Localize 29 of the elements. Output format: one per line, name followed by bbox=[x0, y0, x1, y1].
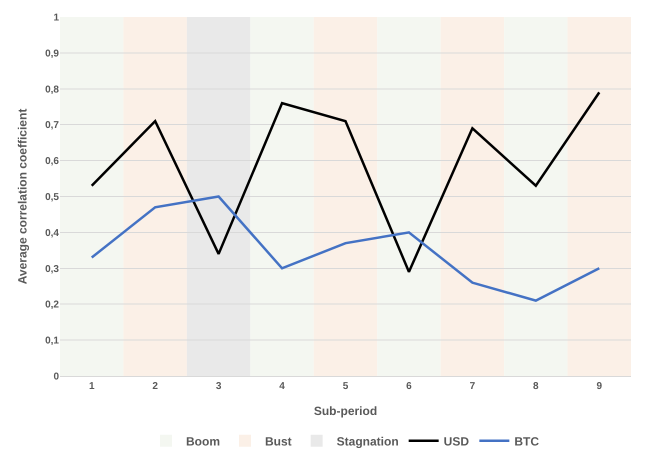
line-series bbox=[90, 91, 601, 274]
y-tick-label: 0,1 bbox=[45, 336, 60, 347]
y-tick-label: 0,7 bbox=[45, 120, 60, 132]
x-tick-label: 9 bbox=[596, 381, 602, 392]
x-tick-label: 1 bbox=[88, 381, 95, 392]
x-tick-label: 4 bbox=[279, 381, 286, 392]
legend-label: Boom bbox=[186, 434, 220, 448]
y-tick-label: 0,2 bbox=[45, 300, 60, 311]
legend-label: USD bbox=[444, 434, 470, 448]
y-tick-label: 0,4 bbox=[45, 228, 60, 239]
y-axis-title: Average correlation coefficient bbox=[15, 108, 30, 284]
y-tick-label: 0,3 bbox=[45, 264, 60, 275]
y-tick-label: 0,8 bbox=[45, 84, 60, 96]
x-tick-label: 6 bbox=[406, 381, 412, 392]
y-tick-label: 0,9 bbox=[45, 48, 60, 60]
legend-label: Stagnation bbox=[336, 434, 399, 448]
x-tick-label: 8 bbox=[533, 381, 540, 392]
x-axis-title: Sub-period bbox=[314, 404, 378, 418]
y-tick-label: 1 bbox=[53, 12, 60, 24]
y-tick-label: 0,6 bbox=[45, 156, 60, 168]
y-tick-label: 0 bbox=[53, 372, 60, 382]
x-tick-label: 7 bbox=[470, 381, 476, 392]
x-tick-label: 3 bbox=[216, 381, 222, 392]
y-tick-label: 0,5 bbox=[45, 192, 60, 203]
x-tick-label: 2 bbox=[152, 381, 158, 392]
legend-label: Bust bbox=[265, 434, 292, 448]
x-tick-label: 5 bbox=[342, 381, 349, 392]
legend-label: BTC bbox=[514, 434, 540, 448]
line-series bbox=[90, 195, 601, 302]
